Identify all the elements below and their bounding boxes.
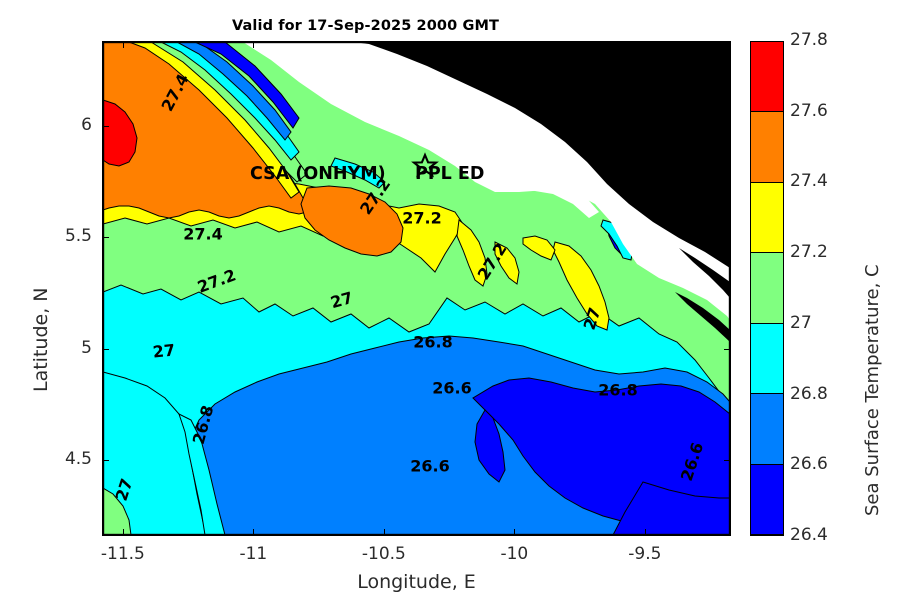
coast-notch — [503, 178, 599, 218]
contour-plot-area: 27.4 27.4 27.2 27.2 27.2 27.2 27 27 27 27 26.8 26.8… — [102, 41, 731, 536]
green-patch-southwest — [103, 487, 132, 535]
y-tick-mark — [724, 237, 731, 239]
x-tick-mark — [253, 529, 255, 536]
band-26.4-26.6-southeast — [612, 481, 730, 535]
y-tick-mark — [724, 460, 731, 462]
x-tick-mark — [383, 529, 385, 536]
y-tick-label: 6 — [81, 114, 92, 135]
colorbar-band — [751, 394, 783, 465]
y-axis-title: Latitude, N — [30, 287, 52, 393]
y-tick-mark — [102, 125, 109, 127]
contour-label: 26.6 — [410, 457, 449, 476]
cyan-spur — [178, 413, 226, 535]
annotation-ppl-ed: PPL ED — [415, 164, 484, 184]
y-tick-mark — [102, 460, 109, 462]
band-26.4-26.6-west-lobe — [474, 409, 506, 483]
yellow-finger-center-2 — [494, 241, 520, 285]
annotation-csa-onhym: CSA (ONHYM) — [250, 164, 386, 184]
contour-label: 26.8 — [598, 381, 637, 400]
y-tick-mark — [724, 348, 731, 350]
colorbar-band — [751, 253, 783, 324]
y-tick-mark — [102, 348, 109, 350]
colorbar-band — [751, 464, 783, 535]
x-tick-mark — [122, 529, 124, 536]
contour-label: 26.8 — [413, 333, 452, 352]
colorbar-tick-label: 27.2 — [790, 242, 828, 263]
contour-label: 27.4 — [183, 225, 222, 244]
x-tick-mark — [253, 41, 255, 48]
x-tick-mark — [383, 41, 385, 48]
contour-label: 27 — [152, 340, 176, 361]
landmass-se — [679, 248, 730, 298]
colorbar-tick-label: 27.8 — [790, 30, 828, 50]
band-27.6-27.8 — [103, 99, 138, 167]
x-tick-label: -9.5 — [628, 544, 662, 564]
landmass — [221, 42, 730, 268]
y-tick-label: 4.5 — [64, 449, 92, 470]
plot-border — [103, 42, 730, 535]
colorbar-band — [751, 323, 783, 395]
x-tick-mark — [122, 41, 124, 48]
x-tick-label: -10 — [500, 544, 529, 564]
y-tick-label: 5.5 — [64, 226, 92, 247]
nw-blue-strip — [194, 42, 300, 129]
colorbar-tick-label: 26.4 — [790, 525, 828, 545]
contour-label: 27.2 — [402, 209, 441, 228]
orange-bulge-center — [300, 185, 404, 257]
x-axis-title: Longitude, E — [357, 571, 476, 593]
contour-label: 26.6 — [432, 379, 471, 398]
y-tick-mark — [102, 237, 109, 239]
nw-yellow-strip — [128, 42, 300, 199]
y-tick-label: 5 — [81, 337, 92, 358]
coast-buffer — [187, 42, 730, 320]
star-icon — [411, 152, 439, 178]
landmass-south-lobe — [675, 292, 730, 342]
nw-dodger-strip — [176, 42, 292, 141]
x-tick-label: -11.5 — [100, 544, 145, 564]
colorbar-title: Sea Surface Temperature, C — [862, 264, 883, 516]
x-tick-mark — [514, 529, 516, 536]
yellow-finger-center — [456, 219, 488, 287]
x-tick-label: -10.5 — [361, 544, 406, 564]
colorbar-tick-label: 27.6 — [790, 100, 828, 121]
figure-title: Valid for 17-Sep-2025 2000 GMT — [232, 18, 499, 34]
colorbar-band — [751, 42, 783, 113]
colorbar-band — [751, 182, 783, 254]
yellow-band-east — [552, 241, 610, 331]
x-tick-mark — [644, 41, 646, 48]
colorbar-band — [751, 112, 783, 183]
cyan-sliver-coast — [330, 157, 386, 189]
colorbar-tick-label: 27.4 — [790, 171, 828, 192]
colorbar — [750, 41, 784, 536]
y-tick-mark — [724, 125, 731, 127]
colorbar-tick-label: 27 — [790, 312, 812, 333]
x-tick-mark — [644, 529, 646, 536]
colorbar-tick-label: 26.8 — [790, 383, 828, 404]
yellow-band-east-2 — [522, 235, 556, 261]
x-tick-mark — [514, 41, 516, 48]
x-tick-label: -11 — [239, 544, 268, 564]
colorbar-tick-label: 26.6 — [790, 454, 828, 475]
